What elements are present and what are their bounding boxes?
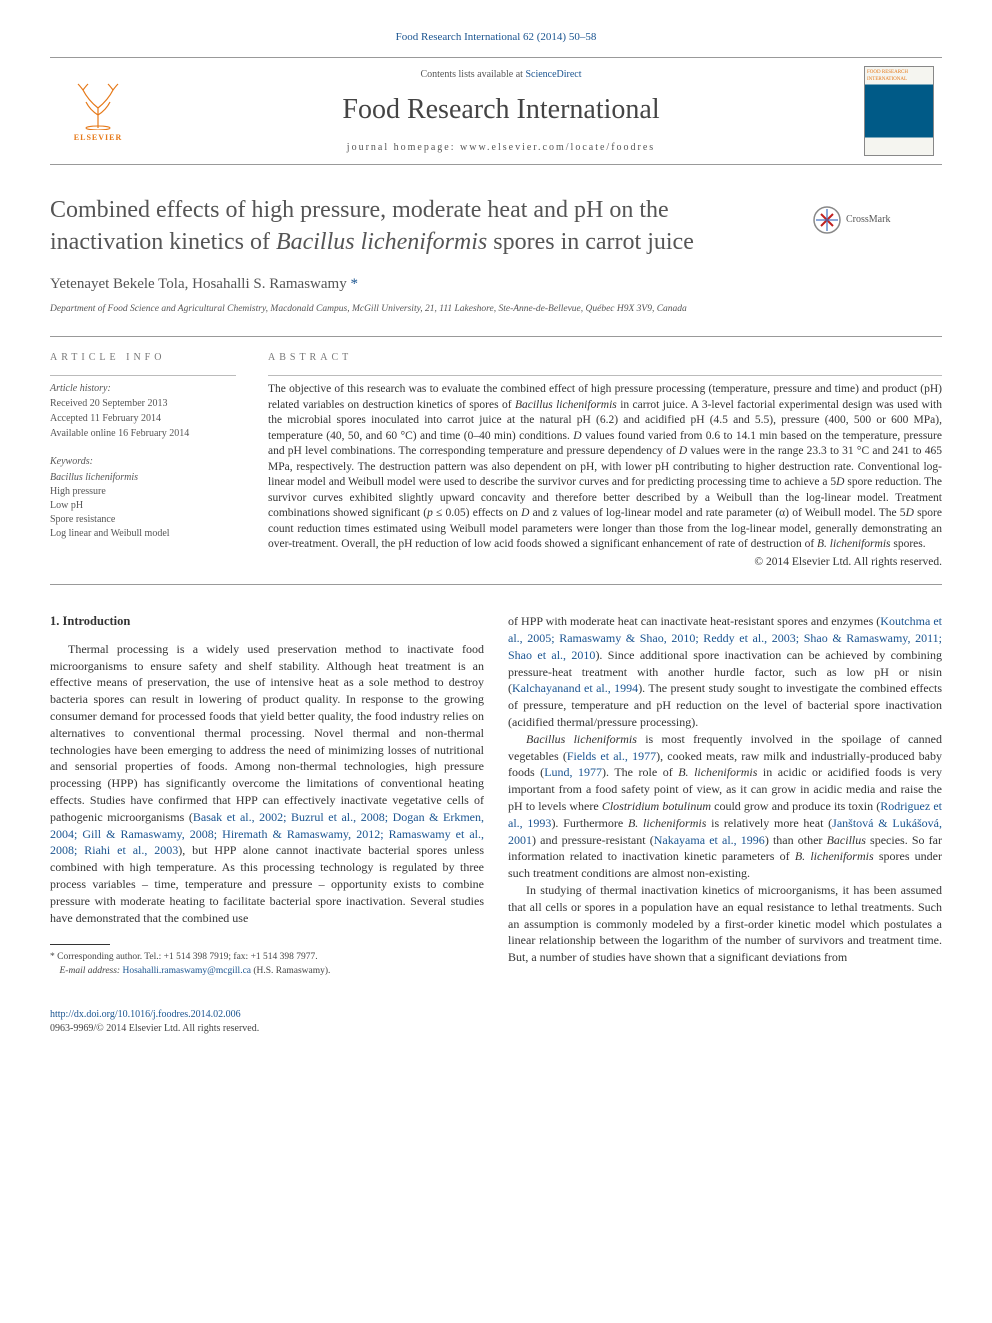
elsevier-logo: ELSEVIER (58, 71, 138, 151)
c2p1a: of HPP with moderate heat can inactivate… (508, 614, 880, 628)
abstract-body: The objective of this research was to ev… (268, 382, 942, 553)
c2p2d: ). The role of (602, 765, 678, 779)
crossmark-badge[interactable]: CrossMark (812, 195, 892, 245)
c2p2g: Clostridium botulinum (602, 799, 711, 813)
keyword-5: Log linear and Weibull model (50, 527, 236, 541)
journal-ref-link[interactable]: Food Research International 62 (2014) 50… (396, 31, 597, 43)
keyword-2: High pressure (50, 485, 236, 499)
journal-header-band: ELSEVIER Contents lists available at Sci… (50, 57, 942, 165)
crossmark-icon (812, 205, 842, 235)
citation-link-3[interactable]: Kalchayanand et al., 1994 (512, 681, 638, 695)
abs-k: ≤ 0.05) effects on (433, 507, 521, 519)
c2p2e: B. licheniformis (678, 765, 757, 779)
title-line2-italic: Bacillus licheniformis (276, 229, 487, 255)
intro-p1-right: of HPP with moderate heat can inactivate… (508, 613, 942, 731)
footnote-rule (50, 944, 110, 945)
email-link[interactable]: Hosahalli.ramaswamy@mcgill.ca (122, 966, 251, 976)
citation-link-5[interactable]: Lund, 1977 (544, 765, 602, 779)
c2p2l: ) and pressure-resistant ( (532, 833, 654, 847)
c2p2i: ). Furthermore (551, 816, 628, 830)
email-label: E-mail address: (60, 966, 123, 976)
issn-line: 0963-9969/© 2014 Elsevier Ltd. All right… (50, 1023, 259, 1034)
contents-prefix: Contents lists available at (420, 69, 525, 80)
sciencedirect-link[interactable]: ScienceDirect (525, 69, 581, 80)
abstract: abstract The objective of this research … (250, 337, 942, 584)
journal-title: Food Research International (138, 90, 864, 129)
cover-text: FOOD RESEARCH INTERNATIONAL (867, 70, 908, 82)
title-line2-pre: inactivation kinetics of (50, 229, 276, 255)
title-area: CrossMark Combined effects of high press… (50, 195, 942, 257)
info-abstract-block: article info Article history: Received 2… (50, 336, 942, 585)
history-label: Article history: (50, 382, 236, 396)
article-title: Combined effects of high pressure, moder… (50, 195, 942, 257)
homepage-url: www.elsevier.com/locate/foodres (460, 142, 655, 153)
intro-p1-left: Thermal processing is a widely used pres… (50, 641, 484, 927)
info-rule (50, 375, 236, 376)
journal-homepage: journal homepage: www.elsevier.com/locat… (138, 141, 864, 155)
c2p2h: could grow and produce its toxin ( (711, 799, 880, 813)
history-online: Available online 16 February 2014 (50, 427, 236, 441)
c1p1a: Thermal processing is a widely used pres… (50, 642, 484, 824)
elsevier-tree-icon (68, 80, 128, 130)
abs-p: B. licheniformis (817, 538, 890, 550)
abs-q: spores. (891, 538, 926, 550)
article-history: Article history: Received 20 September 2… (50, 382, 236, 441)
doi-link[interactable]: http://dx.doi.org/10.1016/j.foodres.2014… (50, 1009, 241, 1020)
header-center: Contents lists available at ScienceDirec… (138, 68, 864, 155)
abs-m: and z values of log-linear model and rat… (529, 507, 905, 519)
column-right: of HPP with moderate heat can inactivate… (508, 613, 942, 1036)
c2p2j: B. licheniformis (628, 816, 706, 830)
title-line2-post: spores in carrot juice (487, 229, 694, 255)
author-2: Hosahalli S. Ramaswamy (192, 276, 350, 292)
abs-d: D (573, 430, 581, 442)
c2p2a: Bacillus licheniformis (526, 732, 637, 746)
article-info: article info Article history: Received 2… (50, 337, 250, 584)
crossmark-label: CrossMark (846, 213, 890, 227)
c2p2n: Bacillus (827, 833, 866, 847)
intro-p2-right: Bacillus licheniformis is most frequentl… (508, 731, 942, 882)
body-columns: 1. Introduction Thermal processing is a … (50, 613, 942, 1036)
abstract-heading: abstract (268, 351, 942, 365)
abs-f: D (679, 445, 687, 457)
author-1: Yetenayet Bekele Tola, (50, 276, 192, 292)
article-info-heading: article info (50, 351, 236, 365)
homepage-prefix: journal homepage: (347, 142, 460, 153)
keyword-3: Low pH (50, 499, 236, 513)
affiliation: Department of Food Science and Agricultu… (50, 303, 942, 316)
authors-line: Yetenayet Bekele Tola, Hosahalli S. Rama… (50, 274, 942, 295)
c2p2p: B. licheniformis (795, 849, 874, 863)
contents-line: Contents lists available at ScienceDirec… (138, 68, 864, 82)
intro-p3-right: In studying of thermal inactivation kine… (508, 882, 942, 966)
keywords-label: Keywords: (50, 455, 236, 469)
footnote-corr: * Corresponding author. Tel.: +1 514 398… (50, 951, 484, 964)
doi-block: http://dx.doi.org/10.1016/j.foodres.2014… (50, 1008, 484, 1036)
citation-link-8[interactable]: Nakayama et al., 1996 (654, 833, 765, 847)
history-received: Received 20 September 2013 (50, 397, 236, 411)
footnote-email: E-mail address: Hosahalli.ramaswamy@mcgi… (50, 965, 484, 978)
history-accepted: Accepted 11 February 2014 (50, 412, 236, 426)
c2p2m: ) than other (765, 833, 827, 847)
abs-b: Bacillus licheniformis (515, 399, 617, 411)
elsevier-name: ELSEVIER (74, 132, 122, 143)
keyword-4: Spore resistance (50, 513, 236, 527)
section-heading-intro: 1. Introduction (50, 613, 484, 631)
journal-reference: Food Research International 62 (2014) 50… (50, 30, 942, 45)
c2p2k: is relatively more heat ( (706, 816, 832, 830)
corresponding-marker[interactable]: * (350, 276, 358, 292)
title-line1: Combined effects of high pressure, moder… (50, 197, 669, 223)
email-post: (H.S. Ramaswamy). (251, 966, 330, 976)
citation-link-4[interactable]: Fields et al., 1977 (567, 749, 656, 763)
abstract-rule (268, 375, 942, 376)
journal-cover-thumb: FOOD RESEARCH INTERNATIONAL (864, 66, 934, 156)
keyword-1: Bacillus licheniformis (50, 471, 236, 485)
abstract-copyright: © 2014 Elsevier Ltd. All rights reserved… (268, 555, 942, 571)
page-root: Food Research International 62 (2014) 50… (0, 0, 992, 1076)
column-left: 1. Introduction Thermal processing is a … (50, 613, 484, 1036)
abs-n: D (906, 507, 914, 519)
